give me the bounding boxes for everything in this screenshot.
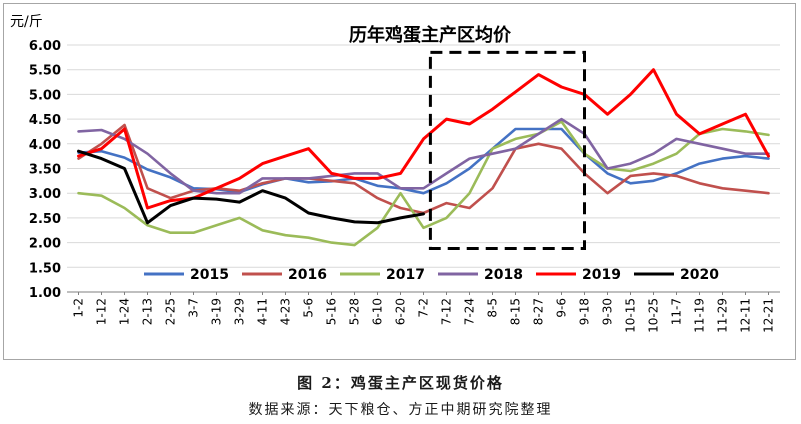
x-tick-label: 5-6 [302,298,316,318]
x-tick-label: 12-11 [739,298,753,333]
x-tick-label: 11-29 [716,298,730,333]
figure-source: 数据来源：天下粮仓、方正中期研究院整理 [248,402,553,418]
x-tick-label: 4-11 [256,298,270,325]
x-tick-label: 8-5 [486,298,500,318]
y-tick-label: 2.00 [29,237,61,252]
legend-label-2020: 2020 [680,267,719,283]
x-tick-label: 5-16 [325,298,339,325]
legend-label-2019: 2019 [582,267,621,283]
x-tick-label: 7-24 [463,298,477,325]
x-tick-label: 10-25 [647,298,661,333]
figure-caption: 图 2：鸡蛋主产区现货价格 [297,374,504,392]
y-tick-label: 3.50 [29,163,61,178]
y-tick-label: 4.00 [29,138,61,153]
x-tick-label: 3-7 [187,298,201,318]
x-tick-label: 9-6 [555,298,569,318]
x-tick-label: 6-20 [394,298,408,325]
y-tick-label: 6.00 [29,39,61,54]
y-tick-label: 5.00 [29,88,61,103]
y-axis-label: 元/斤 [10,14,43,30]
x-tick-label: 3-19 [210,298,224,325]
y-tick-label: 4.50 [29,113,61,128]
x-tick-label: 2-13 [141,298,155,325]
legend: 2015 2016 2017 2018 2019 2020 [144,267,719,283]
x-tick-label: 12-21 [762,298,776,333]
x-tick-label: 11-19 [693,298,707,333]
legend-label-2016: 2016 [288,267,327,283]
x-tick-label: 8-15 [509,298,523,325]
x-tick-label: 6-10 [371,298,385,325]
x-tick-label: 1-12 [95,298,109,325]
y-tick-label: 1.00 [29,286,61,301]
y-tick-label: 3.00 [29,187,61,202]
x-tick-label: 3-29 [233,298,247,325]
x-tick-label: 1-2 [72,298,86,318]
chart-frame: 1.00 1.50 2.00 2.50 3.00 3.50 4.00 4.50 5.00 5.50… [3,3,796,360]
chart-title: 历年鸡蛋主产区均价 [349,24,512,46]
x-tick-label: 7-2 [417,298,431,318]
series-line-2015 [77,127,770,195]
dashed-highlight-box [428,50,586,251]
y-tick-label: 5.50 [29,64,61,79]
x-tick-label: 9-18 [578,298,592,325]
x-tick-label: 9-30 [601,298,615,325]
y-tick-label: 2.50 [29,212,61,227]
y-tick-label: 1.50 [29,261,61,276]
x-tick-label: 7-12 [440,298,454,325]
axes: 1.00 1.50 2.00 2.50 3.00 3.50 4.00 4.50 5.00 5.50… [29,39,780,333]
legend-label-2017: 2017 [386,267,425,283]
x-tick-label: 5-28 [348,298,362,325]
x-tick-label: 8-27 [532,298,546,325]
x-tick-label: 2-25 [164,298,178,325]
legend-label-2015: 2015 [190,267,229,283]
x-tick-label: 1-24 [118,298,132,325]
highlight-box [428,50,586,251]
legend-label-2018: 2018 [484,267,523,283]
series-line-2020 [77,149,425,225]
x-tick-label: 10-15 [624,298,638,333]
series-line-2017 [77,120,770,247]
series-lines [77,68,770,247]
x-tick-label: 11-7 [670,298,684,325]
series-line-2018 [77,117,770,195]
line-chart: 1.00 1.50 2.00 2.50 3.00 3.50 4.00 4.50 5.00 5.50… [10,14,780,333]
x-tick-label: 4-23 [279,298,293,325]
